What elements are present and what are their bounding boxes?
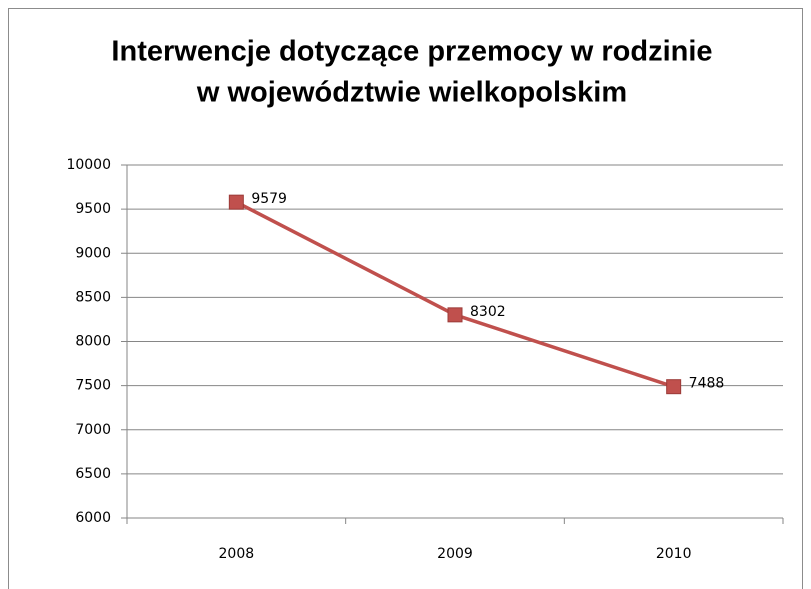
data-label: 7488: [689, 376, 725, 392]
chart-border: [8, 8, 803, 589]
x-tick-label: 2009: [437, 546, 473, 562]
y-tick-label: 7500: [75, 378, 111, 394]
y-tick-label: 7000: [75, 422, 111, 438]
y-tick-label: 10000: [66, 157, 111, 173]
y-tick-label: 6000: [75, 510, 111, 526]
y-tick-label: 6500: [75, 466, 111, 482]
y-tick-label: 8500: [75, 289, 111, 305]
x-tick-label: 2010: [656, 546, 692, 562]
data-point: [447, 307, 463, 323]
y-tick-label: 9500: [75, 201, 111, 217]
data-point: [666, 379, 682, 395]
y-tick-label: 9000: [75, 245, 111, 261]
data-point: [228, 194, 244, 210]
chart-title: w województwie wielkopolskim: [196, 77, 627, 109]
data-label: 8302: [470, 304, 506, 320]
data-label: 9579: [251, 191, 287, 207]
y-tick-label: 8000: [75, 334, 111, 350]
x-tick-label: 2008: [219, 546, 255, 562]
chart-title: Interwencje dotyczące przemocy w rodzini…: [111, 36, 712, 68]
